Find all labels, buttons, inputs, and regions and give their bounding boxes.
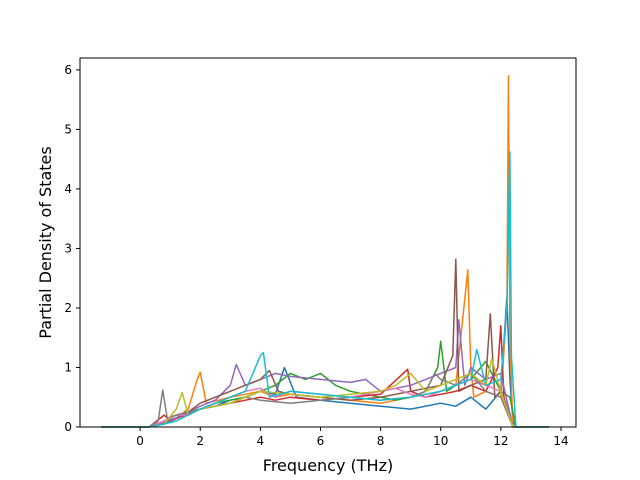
- y-tick-label: 0: [64, 420, 72, 434]
- x-tick-label: 12: [493, 434, 508, 448]
- y-tick-label: 6: [64, 63, 72, 77]
- y-tick-label: 4: [64, 182, 72, 196]
- series-line-1: [101, 295, 549, 428]
- x-tick-label: 4: [257, 434, 265, 448]
- y-tick-label: 5: [64, 122, 72, 136]
- plot-frame: [79, 57, 577, 428]
- y-tick-label: 2: [64, 301, 72, 315]
- y-tick-label: 1: [64, 360, 72, 374]
- x-tick-label: 0: [136, 434, 144, 448]
- x-tick-label: 14: [553, 434, 568, 448]
- series-line-10: [101, 151, 549, 428]
- y-axis-label: Partial Density of States: [36, 146, 55, 338]
- series-line-2: [101, 75, 549, 428]
- y-axis-ticks: 0 1 2 3 4 5 6: [64, 63, 80, 434]
- x-tick-label: 10: [433, 434, 448, 448]
- x-tick-label: 8: [377, 434, 385, 448]
- x-axis-label: Frequency (THz): [263, 456, 393, 475]
- y-tick-label: 3: [64, 241, 72, 255]
- series-line-5: [101, 319, 549, 428]
- x-tick-label: 6: [317, 434, 325, 448]
- plot-lines: [101, 75, 549, 428]
- x-axis-ticks: 0 2 4 6 8 10 12 14: [136, 427, 569, 448]
- x-tick-label: 2: [196, 434, 204, 448]
- series-line-6: [101, 258, 549, 428]
